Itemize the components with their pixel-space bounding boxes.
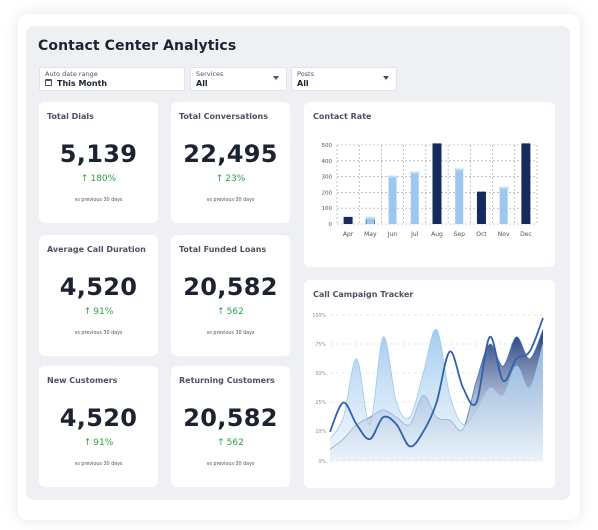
x-tick-label: Jul bbox=[410, 231, 419, 238]
bar bbox=[343, 216, 353, 224]
contact-rate-card: Contact Rate 0 100 200 300 400 500 Apr May Jun Ju… bbox=[304, 102, 555, 267]
call-campaign-tracker-card: Call Campaign Tracker 0% 10% 25% 50% 75% 100% bbox=[304, 280, 555, 488]
stat-note: vs previous 30 days bbox=[74, 198, 123, 203]
stat-note: vs previous 30 days bbox=[206, 198, 255, 203]
y-tick-label: 50% bbox=[315, 371, 326, 377]
y-tick-label: 100 bbox=[322, 206, 333, 212]
y-tick-label: 300 bbox=[322, 175, 333, 181]
x-tick-label: Sep bbox=[454, 231, 466, 238]
stat-change: ↑ 562 bbox=[171, 438, 290, 448]
filter-value: All bbox=[297, 79, 309, 88]
arrow-up-icon: ↑ bbox=[217, 438, 225, 448]
stat-value: 4,520 bbox=[59, 273, 138, 301]
filter-value: All bbox=[196, 79, 208, 88]
filter-label: Auto date range bbox=[45, 70, 98, 78]
stat-note: vs previous 30 days bbox=[206, 462, 255, 467]
area-series bbox=[330, 329, 543, 461]
y-tick-label: 0% bbox=[318, 459, 326, 465]
y-tick-label: 500 bbox=[322, 143, 333, 149]
x-tick-label: Aug bbox=[431, 231, 443, 238]
x-tick-label: Oct bbox=[476, 231, 487, 238]
stat-value: 4,520 bbox=[59, 404, 138, 432]
filter-label: Services bbox=[196, 70, 224, 78]
arrow-up-icon: ↑ bbox=[83, 307, 92, 317]
stat-change-value: 562 bbox=[226, 307, 244, 317]
call-campaign-tracker-chart: 0% 10% 25% 50% 75% 100% bbox=[312, 313, 544, 465]
stat-change-value: 91% bbox=[93, 307, 114, 317]
stat-change: ↑ 23% bbox=[171, 174, 290, 184]
arrow-up-icon: ↑ bbox=[217, 307, 225, 317]
stat-change-value: 23% bbox=[225, 174, 246, 184]
y-tick-label: 100% bbox=[312, 313, 326, 319]
stat-change: ↑ 91% bbox=[39, 438, 158, 448]
stat-value: 22,495 bbox=[183, 140, 278, 168]
calendar-icon bbox=[45, 79, 52, 86]
stat-label: Returning Customers bbox=[179, 376, 275, 385]
stat-change: ↑ 180% bbox=[39, 174, 158, 184]
stat-change: ↑ 91% bbox=[39, 307, 158, 317]
bar bbox=[455, 169, 464, 224]
stat-change: ↑ 562 bbox=[171, 307, 290, 317]
y-tick-label: 400 bbox=[322, 159, 333, 165]
stat-card-total-conversations: Total Conversations 22,495 ↑ 23% vs previ… bbox=[171, 102, 290, 223]
bar bbox=[476, 191, 486, 224]
bar bbox=[521, 143, 531, 224]
stat-card-returning-customers: Returning Customers 20,582 ↑ 562 vs previ… bbox=[171, 366, 290, 487]
stat-note: vs previous 30 days bbox=[74, 462, 123, 467]
stat-card-total-funded-loans: Total Funded Loans 20,582 ↑ 562 vs previo… bbox=[171, 235, 290, 356]
y-tick-label: 25% bbox=[315, 400, 326, 406]
stat-note: vs previous 30 days bbox=[206, 331, 255, 336]
filter-label: Posts bbox=[297, 70, 314, 78]
arrow-up-icon: ↑ bbox=[215, 174, 224, 184]
bar-cap bbox=[409, 171, 420, 174]
x-tick-label: Nov bbox=[498, 231, 510, 238]
stat-card-new-customers: New Customers 4,520 ↑ 91% vs previous 30 … bbox=[39, 366, 158, 487]
bar bbox=[432, 143, 442, 224]
bar bbox=[410, 172, 419, 224]
stat-card-average-call-duration: Average Call Duration 4,520 ↑ 91% vs prev… bbox=[39, 235, 158, 356]
stat-label: Average Call Duration bbox=[47, 245, 146, 254]
bar-cap bbox=[454, 168, 465, 171]
stat-value: 20,582 bbox=[183, 273, 278, 301]
bar bbox=[366, 217, 375, 224]
posts-filter[interactable]: Posts All bbox=[291, 67, 397, 91]
x-tick-label: Jun bbox=[387, 231, 398, 238]
stat-card-total-dials: Total Dials 5,139 ↑ 180% vs previous 30 d… bbox=[39, 102, 158, 223]
stat-label: Total Dials bbox=[47, 112, 94, 121]
stat-change-value: 562 bbox=[226, 438, 244, 448]
bar bbox=[499, 187, 508, 224]
stat-change-value: 91% bbox=[93, 438, 114, 448]
chart-title: Call Campaign Tracker bbox=[313, 290, 414, 299]
stat-value: 5,139 bbox=[59, 140, 138, 168]
page-title: Contact Center Analytics bbox=[38, 38, 237, 54]
y-tick-label: 75% bbox=[315, 342, 326, 348]
arrow-up-icon: ↑ bbox=[80, 174, 89, 184]
x-tick-label: Dec bbox=[520, 231, 532, 238]
filter-value: This Month bbox=[57, 79, 108, 88]
chart-title: Contact Rate bbox=[313, 112, 372, 121]
line-series bbox=[329, 317, 544, 448]
services-filter[interactable]: Services All bbox=[190, 67, 287, 91]
chevron-down-icon bbox=[273, 76, 279, 80]
y-tick-label: 0 bbox=[329, 222, 333, 228]
stat-label: New Customers bbox=[47, 376, 118, 385]
bar-cap bbox=[498, 186, 509, 189]
y-tick-label: 10% bbox=[315, 429, 326, 435]
stat-change-value: 180% bbox=[90, 174, 117, 184]
x-tick-label: Apr bbox=[343, 231, 354, 238]
stat-value: 20,582 bbox=[183, 404, 278, 432]
contact-rate-chart: 0 100 200 300 400 500 Apr May Jun Jul Aug Sep Oct Nov… bbox=[322, 143, 538, 238]
bar bbox=[388, 176, 397, 224]
chevron-down-icon bbox=[383, 76, 389, 80]
stat-label: Total Funded Loans bbox=[179, 245, 267, 254]
bar-cap bbox=[365, 216, 376, 219]
x-tick-label: May bbox=[364, 231, 377, 238]
stat-note: vs previous 30 days bbox=[74, 331, 123, 336]
line-series bbox=[329, 329, 544, 440]
arrow-up-icon: ↑ bbox=[83, 438, 92, 448]
y-tick-label: 200 bbox=[322, 190, 333, 196]
bar-cap bbox=[387, 175, 398, 178]
date-range-filter[interactable]: Auto date range This Month bbox=[39, 67, 185, 91]
stat-label: Total Conversations bbox=[179, 112, 268, 121]
